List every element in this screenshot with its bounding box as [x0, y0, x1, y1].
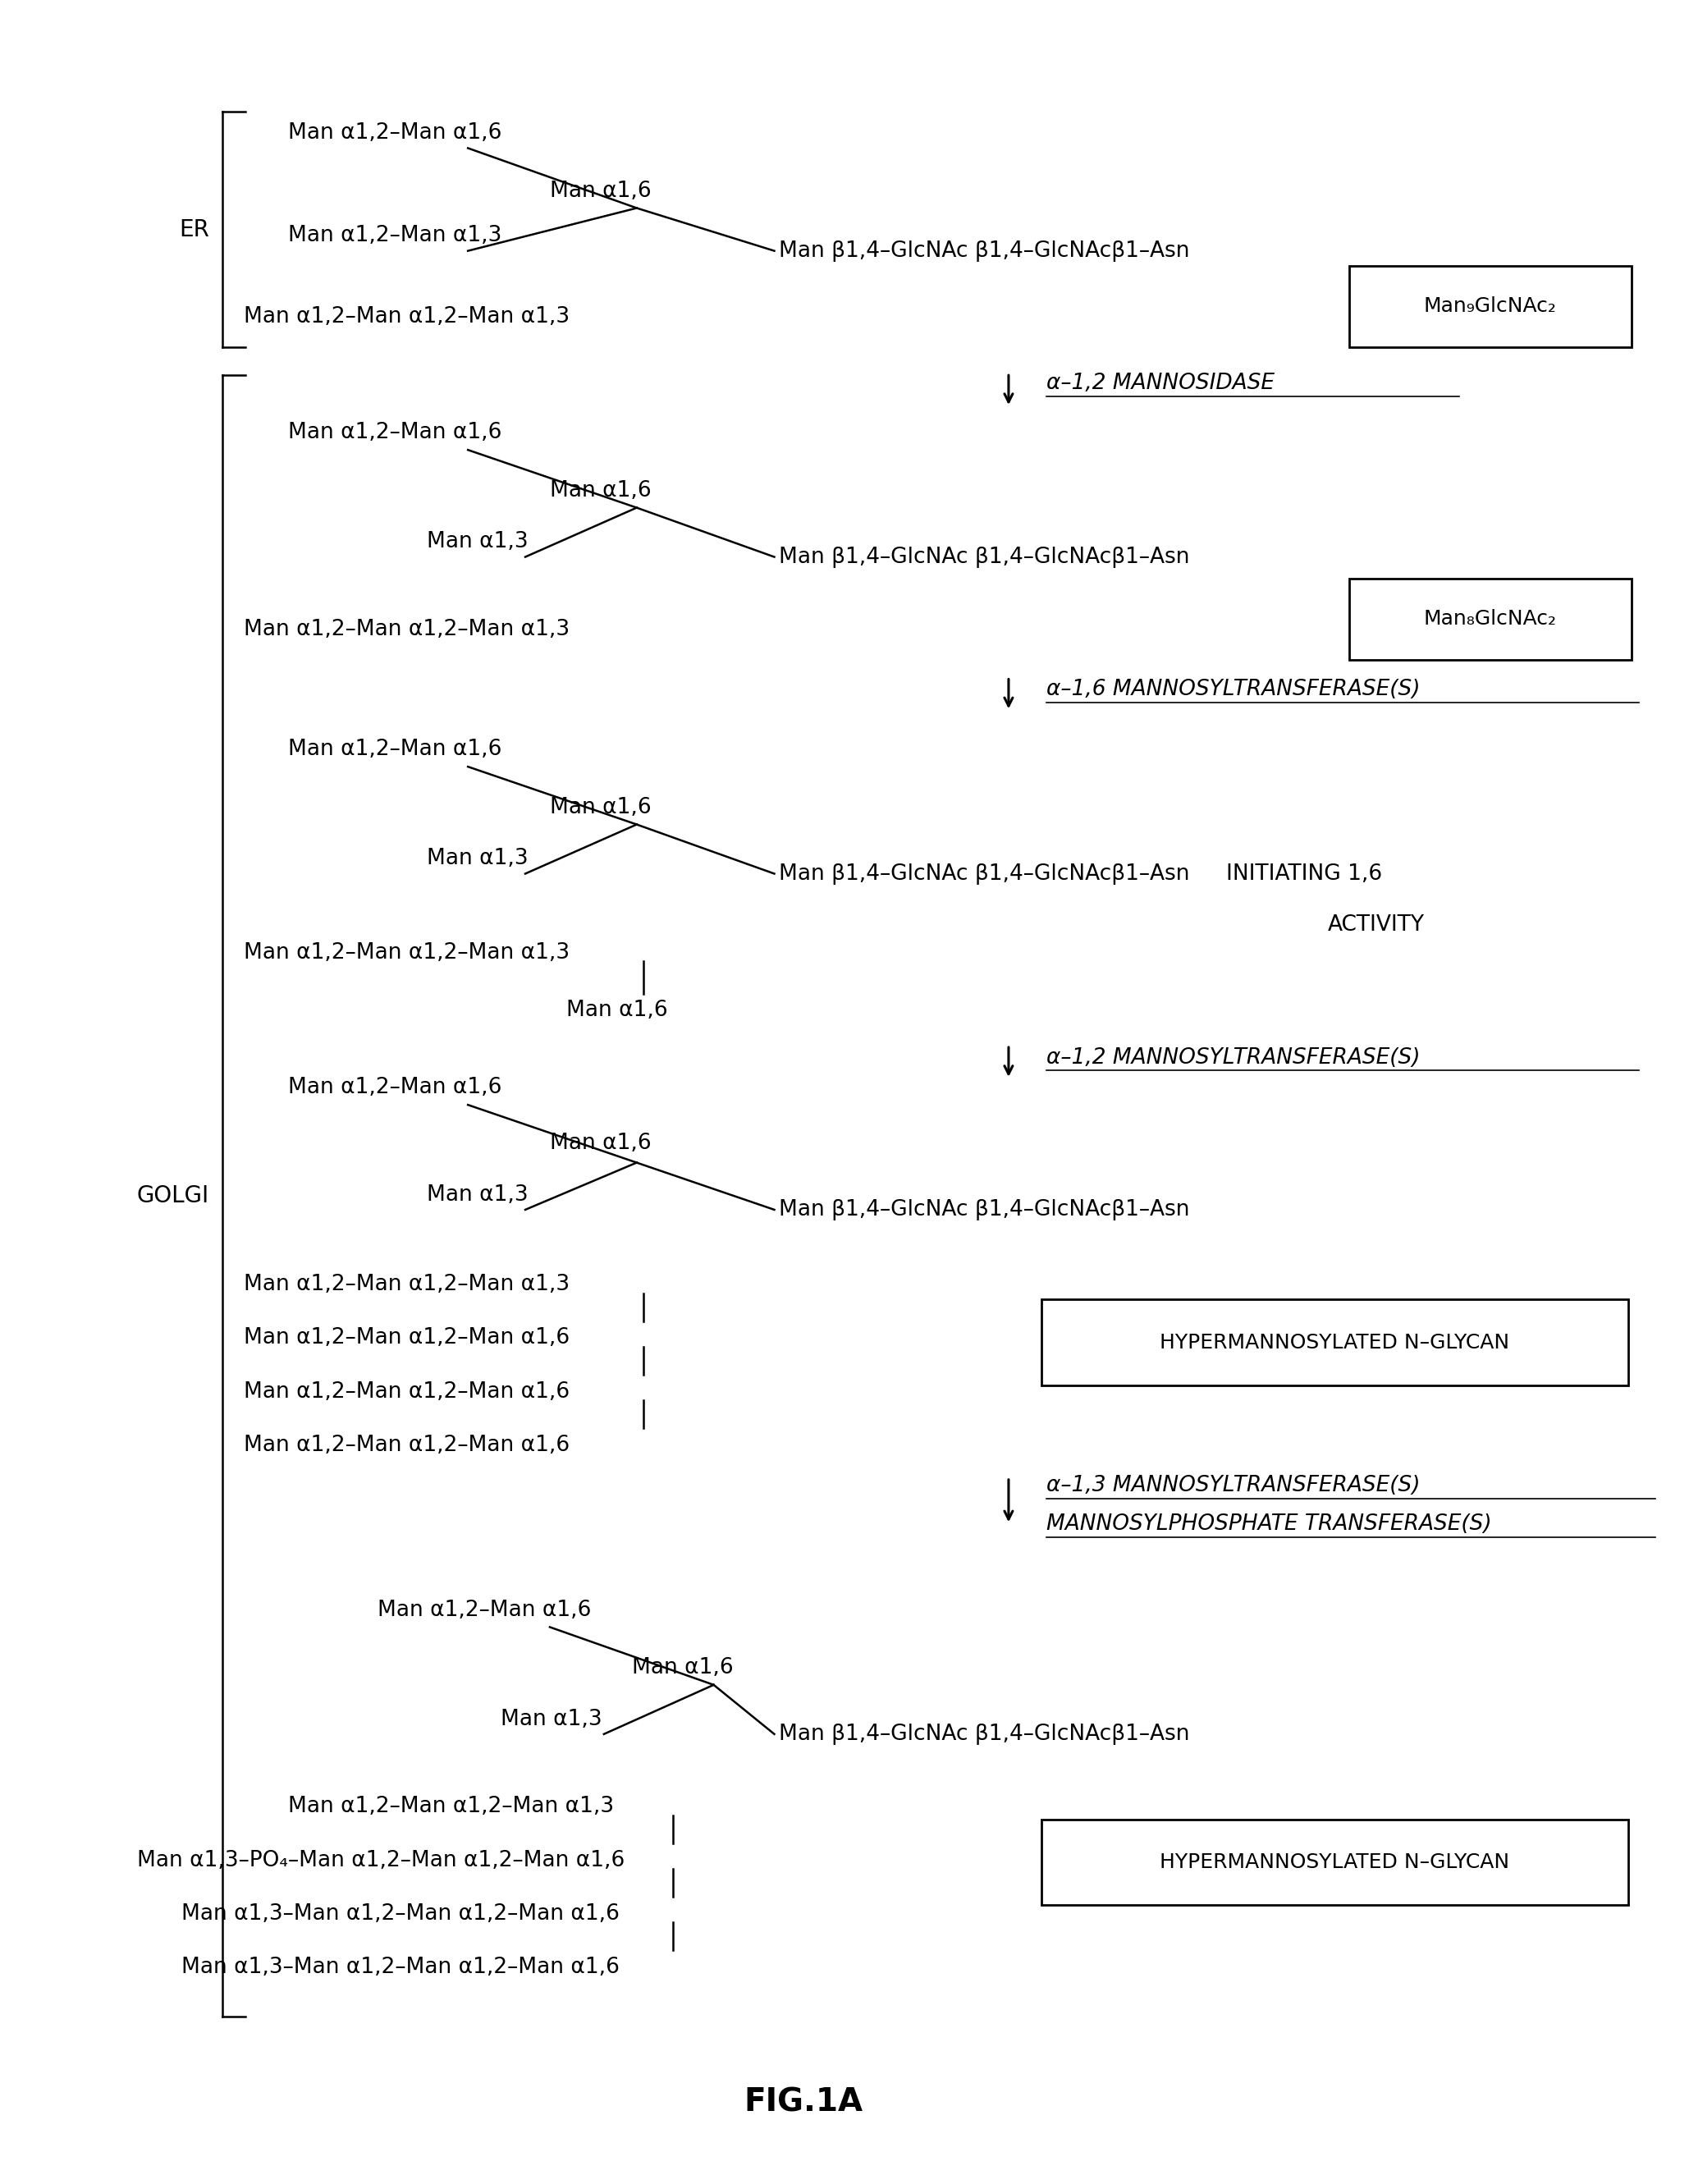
- Text: Man β1,4–GlcNAc β1,4–GlcNAcβ1–Asn: Man β1,4–GlcNAc β1,4–GlcNAcβ1–Asn: [779, 546, 1191, 568]
- Text: Man α1,2–Man α1,2–Man α1,6: Man α1,2–Man α1,2–Man α1,6: [243, 1435, 569, 1457]
- Text: Man α1,2–Man α1,2–Man α1,3: Man α1,2–Man α1,2–Man α1,3: [287, 1795, 613, 1817]
- Text: α–1,2 MANNOSIDASE: α–1,2 MANNOSIDASE: [1045, 373, 1275, 395]
- Text: Man β1,4–GlcNAc β1,4–GlcNAcβ1–Asn: Man β1,4–GlcNAc β1,4–GlcNAcβ1–Asn: [779, 1723, 1191, 1745]
- Text: Man α1,6: Man α1,6: [551, 797, 652, 819]
- Text: Man β1,4–GlcNAc β1,4–GlcNAcβ1–Asn: Man β1,4–GlcNAc β1,4–GlcNAcβ1–Asn: [779, 863, 1191, 885]
- Text: Man α1,6: Man α1,6: [566, 1000, 667, 1022]
- Text: Man α1,6: Man α1,6: [551, 181, 652, 201]
- Text: ACTIVITY: ACTIVITY: [1328, 915, 1426, 935]
- Text: Man α1,6: Man α1,6: [551, 480, 652, 502]
- Text: Man α1,2–Man α1,6: Man α1,2–Man α1,6: [287, 1077, 502, 1099]
- Text: α–1,6 MANNOSYLTRANSFERASE(S): α–1,6 MANNOSYLTRANSFERASE(S): [1045, 679, 1420, 701]
- Text: Man α1,2–Man α1,6: Man α1,2–Man α1,6: [287, 738, 502, 760]
- Text: MANNOSYLPHOSPHATE TRANSFERASE(S): MANNOSYLPHOSPHATE TRANSFERASE(S): [1045, 1514, 1491, 1535]
- Text: Man α1,2–Man α1,2–Man α1,3: Man α1,2–Man α1,2–Man α1,3: [243, 618, 569, 640]
- Text: Man α1,3–Man α1,2–Man α1,2–Man α1,6: Man α1,3–Man α1,2–Man α1,2–Man α1,6: [181, 1957, 620, 1979]
- Text: Man α1,2–Man α1,2–Man α1,3: Man α1,2–Man α1,2–Man α1,3: [243, 941, 569, 963]
- Text: Man α1,2–Man α1,2–Man α1,6: Man α1,2–Man α1,2–Man α1,6: [243, 1380, 569, 1402]
- Text: Man α1,3: Man α1,3: [427, 531, 529, 553]
- Text: Man β1,4–GlcNAc β1,4–GlcNAcβ1–Asn: Man β1,4–GlcNAc β1,4–GlcNAcβ1–Asn: [779, 1199, 1191, 1221]
- Text: Man β1,4–GlcNAc β1,4–GlcNAcβ1–Asn: Man β1,4–GlcNAc β1,4–GlcNAcβ1–Asn: [779, 240, 1191, 262]
- Text: Man₉GlcNAc₂: Man₉GlcNAc₂: [1424, 297, 1557, 317]
- Text: Man α1,2–Man α1,6: Man α1,2–Man α1,6: [287, 422, 502, 443]
- Text: Man α1,3–PO₄–Man α1,2–Man α1,2–Man α1,6: Man α1,3–PO₄–Man α1,2–Man α1,2–Man α1,6: [137, 1850, 625, 1872]
- Text: Man α1,2–Man α1,2–Man α1,3: Man α1,2–Man α1,2–Man α1,3: [243, 1273, 569, 1295]
- Text: Man α1,6: Man α1,6: [632, 1658, 733, 1679]
- FancyBboxPatch shape: [1350, 579, 1632, 660]
- Text: INITIATING 1,6: INITIATING 1,6: [1226, 863, 1383, 885]
- Text: Man₈GlcNAc₂: Man₈GlcNAc₂: [1424, 609, 1557, 629]
- Text: Man α1,6: Man α1,6: [551, 1133, 652, 1153]
- Text: α–1,2 MANNOSYLTRANSFERASE(S): α–1,2 MANNOSYLTRANSFERASE(S): [1045, 1046, 1420, 1068]
- Text: Man α1,2–Man α1,3: Man α1,2–Man α1,3: [287, 225, 502, 247]
- Text: Man α1,3: Man α1,3: [500, 1708, 603, 1730]
- Text: Man α1,3–Man α1,2–Man α1,2–Man α1,6: Man α1,3–Man α1,2–Man α1,2–Man α1,6: [181, 1902, 620, 1924]
- Text: Man α1,3: Man α1,3: [427, 1184, 529, 1206]
- Text: α–1,3 MANNOSYLTRANSFERASE(S): α–1,3 MANNOSYLTRANSFERASE(S): [1045, 1474, 1420, 1496]
- FancyBboxPatch shape: [1350, 266, 1632, 347]
- FancyBboxPatch shape: [1042, 1299, 1628, 1385]
- Text: GOLGI: GOLGI: [137, 1184, 209, 1208]
- Text: FIG.1A: FIG.1A: [745, 2086, 863, 2118]
- Text: ER: ER: [179, 218, 209, 240]
- Text: Man α1,2–Man α1,2–Man α1,6: Man α1,2–Man α1,2–Man α1,6: [243, 1328, 569, 1350]
- Text: Man α1,2–Man α1,6: Man α1,2–Man α1,6: [378, 1599, 591, 1621]
- Text: Man α1,3: Man α1,3: [427, 847, 529, 869]
- Text: HYPERMANNOSYLATED N–GLYCAN: HYPERMANNOSYLATED N–GLYCAN: [1160, 1332, 1510, 1352]
- Text: Man α1,2–Man α1,6: Man α1,2–Man α1,6: [287, 122, 502, 144]
- Text: Man α1,2–Man α1,2–Man α1,3: Man α1,2–Man α1,2–Man α1,3: [243, 306, 569, 328]
- FancyBboxPatch shape: [1042, 1819, 1628, 1904]
- Text: HYPERMANNOSYLATED N–GLYCAN: HYPERMANNOSYLATED N–GLYCAN: [1160, 1852, 1510, 1872]
